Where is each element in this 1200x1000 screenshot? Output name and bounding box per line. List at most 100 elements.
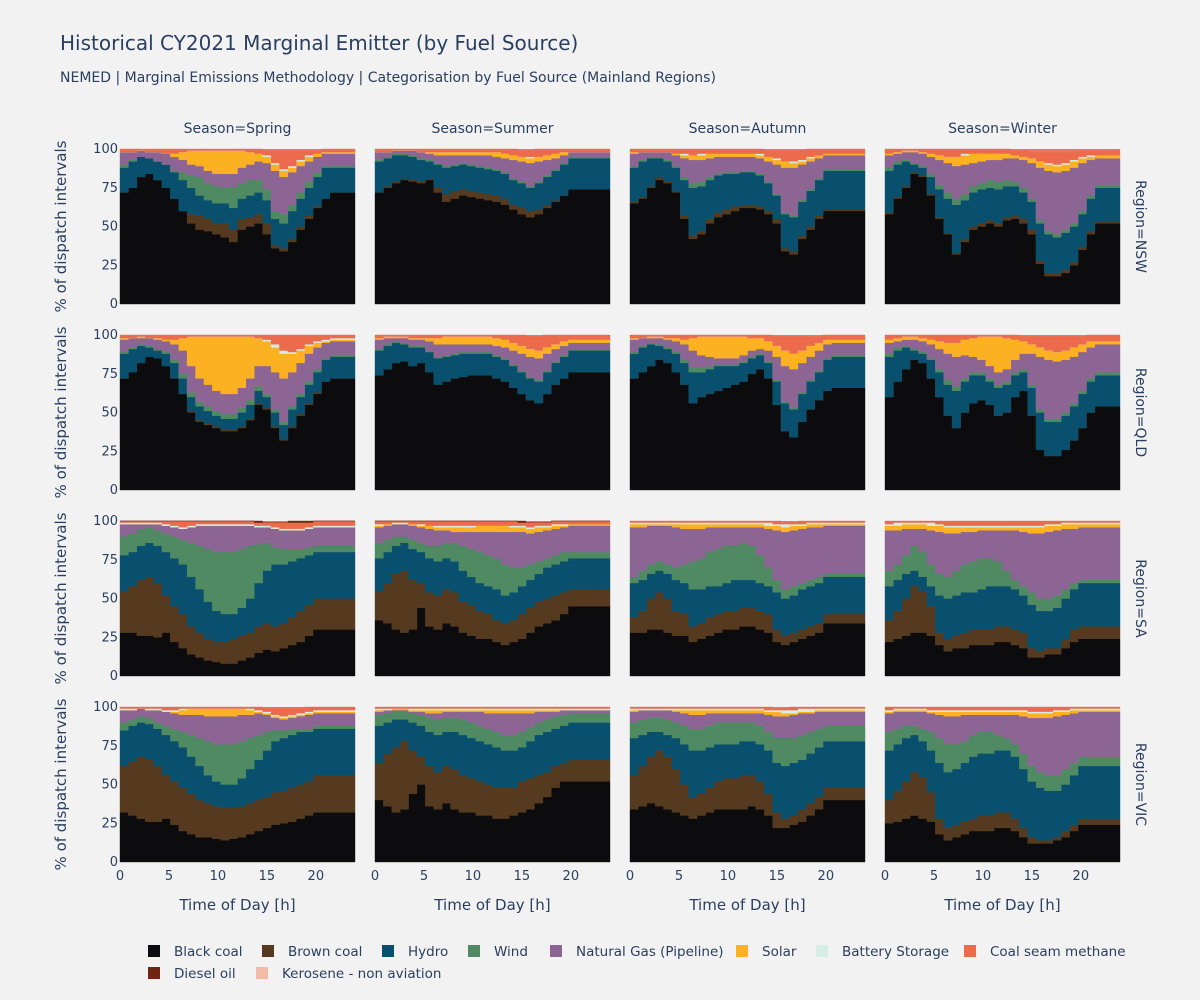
area-black-coal xyxy=(374,361,611,491)
y-axis-title: % of dispatch intervals xyxy=(52,326,70,498)
legend-swatch xyxy=(256,967,268,979)
panel-sa-winter xyxy=(884,520,1121,677)
panel-nsw-winter: Season=Winter xyxy=(884,121,1121,305)
panel-vic-autumn: 0 5 10 15 20 Time of Day [h] xyxy=(626,706,866,914)
legend-item[interactable]: Diesel oil xyxy=(148,966,236,982)
legend-swatch xyxy=(262,945,274,957)
x-tick-label: 10 xyxy=(720,869,737,884)
legend-item[interactable]: Brown coal xyxy=(262,944,362,960)
legend: Black coal Brown coal Hydro Wind Natural Gas… xyxy=(148,944,1126,982)
x-tick-label: 5 xyxy=(420,869,428,884)
area-coal-seam-methane xyxy=(374,706,611,709)
y-tick-label: 25 xyxy=(101,444,118,459)
panel-qld-winter xyxy=(884,334,1121,491)
panel-sa-spring: 0 25 50 75 100 xyxy=(93,514,356,684)
x-tick-label: 0 xyxy=(371,869,379,884)
area-remainder xyxy=(120,707,355,709)
legend-label: Natural Gas (Pipeline) xyxy=(576,944,724,960)
legend-label: Solar xyxy=(762,944,797,960)
legend-label: Battery Storage xyxy=(842,944,949,960)
y-tick-label: 100 xyxy=(93,514,118,529)
y-tick-label: 0 xyxy=(110,669,118,684)
x-tick-label: 0 xyxy=(626,869,634,884)
area-remainder xyxy=(885,335,1120,337)
x-tick-label: 20 xyxy=(308,869,325,884)
legend-item[interactable]: Solar xyxy=(736,944,797,960)
legend-swatch xyxy=(382,945,394,957)
region-facet-label: Region=SA xyxy=(1132,559,1148,638)
y-tick-label: 0 xyxy=(110,297,118,312)
legend-label: Diesel oil xyxy=(174,966,236,982)
panel-qld-summer xyxy=(374,334,611,491)
legend-item[interactable]: Coal seam methane xyxy=(964,944,1126,960)
area-remainder xyxy=(120,149,355,151)
legend-item[interactable]: Black coal xyxy=(148,944,243,960)
y-tick-label: 0 xyxy=(110,855,118,870)
y-tick-label: 25 xyxy=(101,816,118,831)
y-tick-label: 50 xyxy=(101,406,118,421)
legend-item[interactable]: Kerosene - non aviation xyxy=(256,966,441,982)
legend-item[interactable]: Battery Storage xyxy=(816,944,949,960)
legend-label: Brown coal xyxy=(288,944,362,960)
legend-item[interactable]: Natural Gas (Pipeline) xyxy=(550,944,724,960)
y-tick-label: 50 xyxy=(101,592,118,607)
area-coal-seam-methane xyxy=(119,148,356,170)
area-battery-storage xyxy=(374,708,611,711)
season-facet-label: Season=Summer xyxy=(432,121,554,137)
chart-title: Historical CY2021 Marginal Emitter (by F… xyxy=(60,31,578,55)
x-tick-label: 20 xyxy=(1073,869,1090,884)
legend-swatch xyxy=(816,945,828,957)
area-remainder xyxy=(375,521,610,523)
y-tick-label: 50 xyxy=(101,220,118,235)
panel-nsw-summer: Season=Summer xyxy=(374,121,611,305)
y-tick-label: 100 xyxy=(93,142,118,157)
area-coal-seam-methane xyxy=(629,334,866,354)
y-tick-label: 25 xyxy=(101,258,118,273)
region-facet-label: Region=VIC xyxy=(1132,743,1148,826)
season-facet-label: Season=Autumn xyxy=(689,121,807,137)
x-tick-label: 0 xyxy=(881,869,889,884)
legend-swatch xyxy=(148,945,160,957)
season-facet-label: Season=Winter xyxy=(948,121,1057,137)
y-axis-title: % of dispatch intervals xyxy=(52,698,70,870)
x-axis-title: Time of Day [h] xyxy=(943,896,1060,914)
legend-label: Black coal xyxy=(174,944,243,960)
panel-sa-summer xyxy=(374,520,611,677)
legend-item[interactable]: Wind xyxy=(468,944,528,960)
legend-item[interactable]: Hydro xyxy=(382,944,448,960)
area-coal-seam-methane xyxy=(119,706,356,717)
legend-swatch xyxy=(550,945,562,957)
x-tick-label: 10 xyxy=(210,869,227,884)
legend-swatch xyxy=(736,945,748,957)
area-coal-seam-methane xyxy=(629,148,866,162)
legend-label: Wind xyxy=(494,944,528,960)
y-axis-title: % of dispatch intervals xyxy=(52,140,70,312)
area-diesel-oil xyxy=(120,520,355,523)
panel-sa-autumn xyxy=(629,520,866,677)
legend-label: Hydro xyxy=(408,944,448,960)
area-diesel-oil xyxy=(375,520,610,523)
chart-subtitle: NEMED | Marginal Emissions Methodology |… xyxy=(60,70,716,86)
x-tick-label: 15 xyxy=(769,869,786,884)
area-remainder xyxy=(630,149,865,151)
panel-vic-winter: 0 5 10 15 20 Time of Day [h] xyxy=(881,706,1121,914)
legend-label: Kerosene - non aviation xyxy=(282,966,441,982)
x-tick-label: 10 xyxy=(975,869,992,884)
x-tick-label: 0 xyxy=(116,869,124,884)
panel-vic-spring: 0 25 50 75 100 0 5 10 15 20 Time of Day [h] xyxy=(93,700,356,914)
area-coal-seam-methane xyxy=(884,148,1121,165)
x-tick-label: 5 xyxy=(930,869,938,884)
x-tick-label: 10 xyxy=(465,869,482,884)
area-coal-seam-methane xyxy=(884,706,1121,712)
x-tick-label: 15 xyxy=(1024,869,1041,884)
y-tick-label: 75 xyxy=(101,739,118,754)
y-axis-title: % of dispatch intervals xyxy=(52,512,70,684)
x-axis-title: Time of Day [h] xyxy=(433,896,550,914)
x-tick-label: 20 xyxy=(818,869,835,884)
panel-nsw-autumn: Season=Autumn xyxy=(629,121,866,305)
area-coal-seam-methane xyxy=(629,520,866,525)
area-remainder xyxy=(885,149,1120,153)
x-axis-title: Time of Day [h] xyxy=(688,896,805,914)
y-tick-label: 75 xyxy=(101,181,118,196)
y-tick-label: 75 xyxy=(101,367,118,382)
